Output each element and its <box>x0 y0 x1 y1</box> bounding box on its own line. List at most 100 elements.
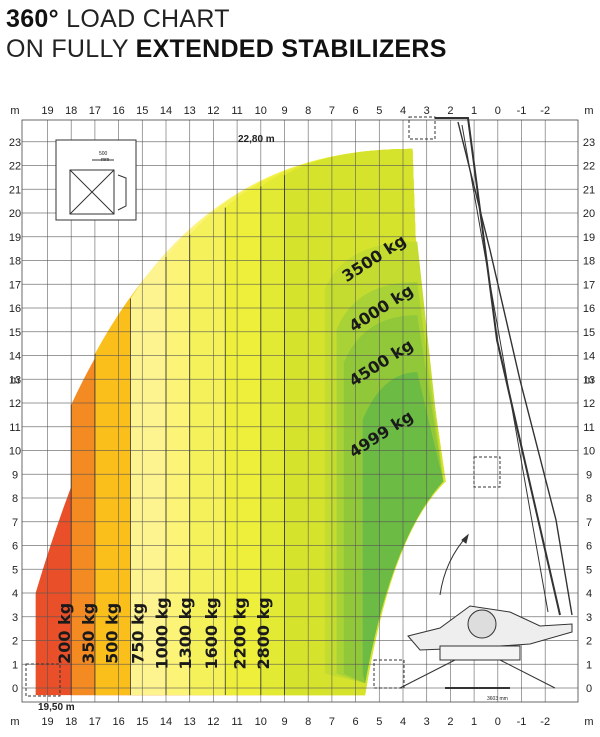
tick-label: 18 <box>65 716 77 728</box>
tick-label: 17 <box>89 105 101 117</box>
tick-label: -1 <box>517 716 527 728</box>
tick-label: 16 <box>112 716 124 728</box>
plot-frame <box>21 119 579 703</box>
tick-label: 1 <box>471 105 477 117</box>
tick-label: 14 <box>160 716 172 728</box>
tick-label: 5 <box>376 105 382 117</box>
tick-label: 19 <box>9 232 21 244</box>
tick-label: 18 <box>65 105 77 117</box>
axis-ticks: 1919181817171616151514141313121211111010… <box>9 105 595 728</box>
tick-label: 6 <box>586 541 592 553</box>
tick-label: 0 <box>495 716 501 728</box>
tick-label: 19 <box>41 716 53 728</box>
tick-label: 8 <box>305 105 311 117</box>
tick-label: 9 <box>12 469 18 481</box>
tick-label: 20 <box>583 208 595 220</box>
tick-label: 16 <box>583 303 595 315</box>
tick-label: 23 <box>583 137 595 149</box>
tick-label: 1 <box>471 716 477 728</box>
tick-label: 3 <box>12 612 18 624</box>
unit-label: m <box>10 105 19 117</box>
tick-label: 2 <box>447 105 453 117</box>
tick-label: 7 <box>329 105 335 117</box>
title-line-1: 360° LOAD CHART <box>6 5 230 33</box>
tick-label: 5 <box>12 564 18 576</box>
tick-label: 12 <box>207 105 219 117</box>
basket-dimension-label: 500 <box>99 151 108 157</box>
max-height-label: 22,80 m <box>238 134 275 145</box>
tick-label: 1 <box>12 659 18 671</box>
tick-label: 12 <box>207 716 219 728</box>
tick-label: 2 <box>447 716 453 728</box>
tick-label: 1 <box>586 659 592 671</box>
tick-label: 19 <box>41 105 53 117</box>
tick-label: 16 <box>112 105 124 117</box>
tick-label: -2 <box>540 716 550 728</box>
tick-label: 2 <box>586 636 592 648</box>
tick-label: 7 <box>329 716 335 728</box>
unit-label: m <box>584 105 593 117</box>
tick-label: 16 <box>9 303 21 315</box>
zone-label: 2800 kg <box>254 597 273 669</box>
zone-label: 350 kg <box>79 603 98 664</box>
tick-label: 15 <box>136 716 148 728</box>
zone-label: 750 kg <box>129 603 148 664</box>
unit-label: m <box>584 374 593 386</box>
tick-label: 18 <box>583 256 595 268</box>
zone-label: 2200 kg <box>230 597 249 669</box>
tick-label: 3 <box>424 105 430 117</box>
zone-label: 1000 kg <box>152 597 171 669</box>
basket-dimension-unit: mm <box>101 157 109 163</box>
title-line-2: ON FULLY EXTENDED STABILIZERS <box>6 35 447 63</box>
tick-label: 5 <box>586 564 592 576</box>
tick-label: 22 <box>583 161 595 173</box>
machine-icon <box>25 116 573 697</box>
tick-label: 17 <box>9 279 21 291</box>
tick-label: 7 <box>12 517 18 529</box>
zone-label: 1300 kg <box>176 597 195 669</box>
basket-inset-icon <box>55 139 137 221</box>
tick-label: 4 <box>12 588 18 600</box>
tick-label: 4 <box>586 588 592 600</box>
tick-label: 17 <box>583 279 595 291</box>
tick-label: 20 <box>9 208 21 220</box>
unit-label: m <box>584 716 593 728</box>
tick-label: 21 <box>583 184 595 196</box>
tick-label: 13 <box>184 716 196 728</box>
tick-label: 14 <box>160 105 172 117</box>
tick-label: 11 <box>583 422 594 434</box>
tick-label: 13 <box>9 374 21 386</box>
tick-label: 18 <box>9 256 21 268</box>
tick-label: 10 <box>255 105 267 117</box>
tick-label: 17 <box>89 716 101 728</box>
max-outreach-label: 19,50 m <box>38 702 75 713</box>
tick-label: 15 <box>9 327 21 339</box>
load-zones <box>35 148 446 696</box>
tick-label: 9 <box>281 105 287 117</box>
tick-label: 15 <box>583 327 595 339</box>
tick-label: 21 <box>9 184 21 196</box>
tick-label: 6 <box>353 716 359 728</box>
chart-title: 360° LOAD CHART ON FULLY EXTENDED STABIL… <box>6 4 447 64</box>
tick-label: 7 <box>586 517 592 529</box>
tick-label: -2 <box>540 105 550 117</box>
tick-label: -1 <box>517 105 527 117</box>
tick-label: 5 <box>376 716 382 728</box>
tick-label: 9 <box>586 469 592 481</box>
tick-label: 4 <box>400 716 406 728</box>
tick-label: 6 <box>353 105 359 117</box>
tick-label: 13 <box>583 374 595 386</box>
tick-label: 22 <box>9 161 21 173</box>
tick-label: 8 <box>305 716 311 728</box>
tick-label: 12 <box>583 398 595 410</box>
zone-label: 1600 kg <box>202 597 221 669</box>
tick-label: 14 <box>9 351 21 363</box>
tick-label: 10 <box>255 716 267 728</box>
tick-label: 6 <box>12 541 18 553</box>
tick-label: 9 <box>281 716 287 728</box>
zone-label: 200 kg <box>55 603 74 664</box>
tick-label: 3 <box>424 716 430 728</box>
tick-label: 0 <box>586 683 592 695</box>
tick-label: 0 <box>495 105 501 117</box>
